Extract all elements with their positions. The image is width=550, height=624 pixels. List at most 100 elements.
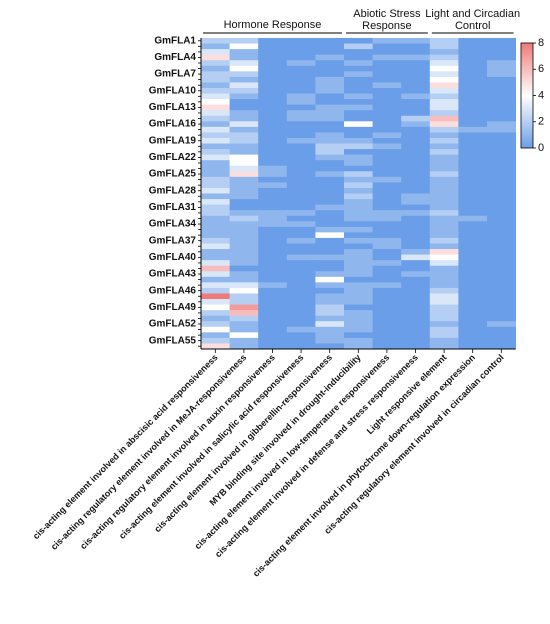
heatmap-cell: [258, 126, 288, 133]
heatmap-cell: [258, 237, 288, 244]
heatmap-cell: [315, 265, 345, 272]
heatmap-cell: [401, 343, 431, 350]
heatmap-cell: [401, 310, 431, 317]
heatmap-cell: [372, 71, 402, 78]
heatmap-cell: [429, 299, 459, 305]
heatmap-cell: [344, 221, 373, 228]
heatmap-cell: [229, 82, 259, 89]
heatmap-cell: [286, 237, 316, 244]
heatmap-cell: [315, 287, 345, 294]
heatmap-cell: [258, 82, 288, 89]
heatmap-cell: [258, 176, 288, 183]
group-label: Abiotic Stress: [353, 8, 421, 20]
heatmap-cell: [458, 321, 488, 328]
heatmap-cell: [429, 243, 459, 250]
heatmap-cell: [401, 199, 431, 206]
heatmap-cell: [286, 226, 316, 233]
heatmap-cell: [344, 38, 373, 44]
heatmap-cell: [372, 126, 402, 133]
colorbar-tick-label: 4: [538, 89, 544, 101]
heatmap-cell: [229, 204, 259, 211]
heatmap-cell: [344, 254, 373, 261]
heatmap-cell: [315, 187, 345, 194]
heatmap-cell: [229, 254, 259, 261]
heatmap-cell: [372, 265, 402, 272]
heatmap-cell: [487, 93, 516, 100]
heatmap-cell: [458, 343, 488, 350]
heatmap-cell: [372, 310, 402, 317]
heatmap-cell: [315, 160, 345, 167]
heatmap-cell: [344, 49, 373, 56]
heatmap-cell: [258, 43, 288, 50]
heatmap-cell: [201, 271, 230, 278]
heatmap-cell: [372, 165, 402, 172]
heatmap-cell: [229, 321, 259, 328]
heatmap-cell: [429, 287, 459, 294]
heatmap-cell: [286, 321, 316, 328]
heatmap-cell: [315, 226, 345, 233]
heatmap-cell: [286, 315, 316, 322]
heatmap-cell: [487, 265, 516, 272]
heatmap-cell: [458, 232, 488, 239]
heatmap-cell: [458, 49, 488, 56]
row-label: GmFLA37: [149, 235, 197, 246]
heatmap-cell: [372, 54, 402, 61]
heatmap-cell: [258, 304, 288, 311]
heatmap-cell: [286, 110, 316, 117]
heatmap-cell: [258, 115, 288, 122]
heatmap-cell: [487, 287, 516, 294]
heatmap-cell: [372, 110, 402, 117]
heatmap-cell: [487, 237, 516, 244]
heatmap-cell: [487, 199, 516, 206]
heatmap-cell: [401, 165, 431, 172]
heatmap-cell: [372, 249, 402, 255]
heatmap-cell: [315, 182, 345, 189]
heatmap-cell: [229, 54, 259, 61]
heatmap-cell: [201, 76, 230, 83]
heatmap-cell: [458, 60, 488, 67]
heatmap-cell: [229, 293, 259, 300]
heatmap-cell: [344, 99, 373, 106]
heatmap-cell: [286, 76, 316, 83]
heatmap-cell: [458, 115, 488, 122]
heatmap-cell: [429, 126, 459, 133]
heatmap-cell: [344, 293, 373, 300]
heatmap-cell: [258, 54, 288, 61]
heatmap-cell: [201, 38, 230, 44]
heatmap-cell: [458, 165, 488, 172]
heatmap-cell: [229, 265, 259, 272]
heatmap-cell: [229, 193, 259, 200]
heatmap-cell: [487, 260, 516, 267]
heatmap-cell: [458, 210, 488, 217]
heatmap-cell: [344, 121, 373, 128]
heatmap-cell: [372, 160, 402, 167]
heatmap-cell: [201, 149, 230, 156]
row-label: GmFLA34: [149, 219, 197, 230]
heatmap-cell: [372, 282, 402, 289]
heatmap-cell: [458, 304, 488, 311]
heatmap-cell: [429, 176, 459, 183]
row-label: GmFLA19: [149, 135, 197, 146]
heatmap-cell: [286, 249, 316, 255]
heatmap-cell: [458, 82, 488, 89]
heatmap-cell: [229, 71, 259, 78]
heatmap-cell: [229, 282, 259, 289]
heatmap-cell: [458, 204, 488, 211]
heatmap-cell: [487, 104, 516, 111]
heatmap-cell: [487, 326, 516, 333]
heatmap-cell: [229, 110, 259, 117]
heatmap-cell: [344, 82, 373, 89]
heatmap-cell: [344, 43, 373, 50]
heatmap-cell: [372, 332, 402, 339]
heatmap-cell: [201, 315, 230, 322]
heatmap-cell: [286, 126, 316, 133]
heatmap-cell: [429, 160, 459, 167]
heatmap-cell: [258, 210, 288, 217]
heatmap-cell: [344, 237, 373, 244]
heatmap-cell: [315, 76, 345, 83]
heatmap-cell: [229, 243, 259, 250]
heatmap-cell: [286, 204, 316, 211]
heatmap-cell: [258, 232, 288, 239]
heatmap-cell: [401, 76, 431, 83]
